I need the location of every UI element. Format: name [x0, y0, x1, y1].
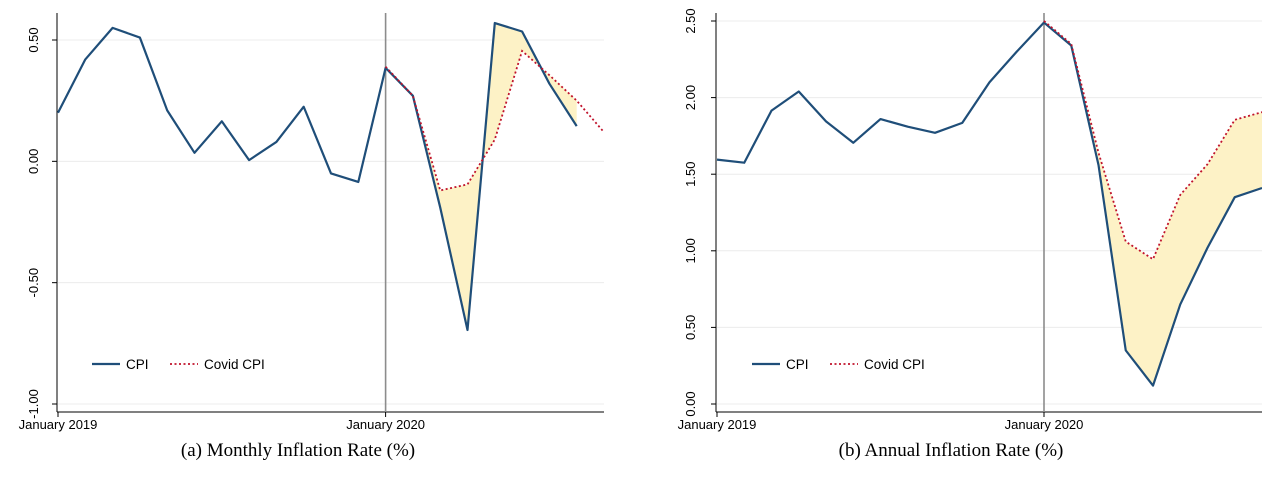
cpi-line — [716, 21, 1262, 387]
y-tick-label: 0.50 — [683, 315, 698, 340]
covid-cpi-line — [1043, 20, 1262, 261]
y-tick-label: 0.50 — [26, 27, 41, 52]
x-tick-label: January 2020 — [346, 417, 425, 432]
y-tick-label: 1.50 — [683, 162, 698, 187]
x-tick-label: January 2019 — [19, 417, 98, 432]
y-tick-label: 0.00 — [683, 391, 698, 416]
gap-area — [1044, 21, 1262, 386]
y-tick-label: 2.50 — [683, 8, 698, 33]
legend-covid-label: Covid CPI — [864, 357, 925, 372]
caption-monthly: (a) Monthly Inflation Rate (%) — [180, 440, 416, 461]
x-tick-label: January 2019 — [678, 417, 757, 432]
y-tick-label: 0.00 — [26, 149, 41, 174]
cpi-line — [57, 21, 578, 332]
y-tick-label: 2.00 — [683, 85, 698, 110]
covid-cpi-line — [384, 49, 605, 192]
legend-cpi-label: CPI — [126, 357, 149, 372]
x-tick-label: January 2020 — [1005, 417, 1084, 432]
y-tick-label: -1.00 — [26, 389, 41, 419]
legend-cpi-label: CPI — [786, 357, 809, 372]
y-tick-label: -0.50 — [26, 268, 41, 298]
legend-covid-label: Covid CPI — [204, 357, 265, 372]
y-tick-label: 1.00 — [683, 238, 698, 263]
caption-annual: (b) Annual Inflation Rate (%) — [838, 440, 1064, 461]
